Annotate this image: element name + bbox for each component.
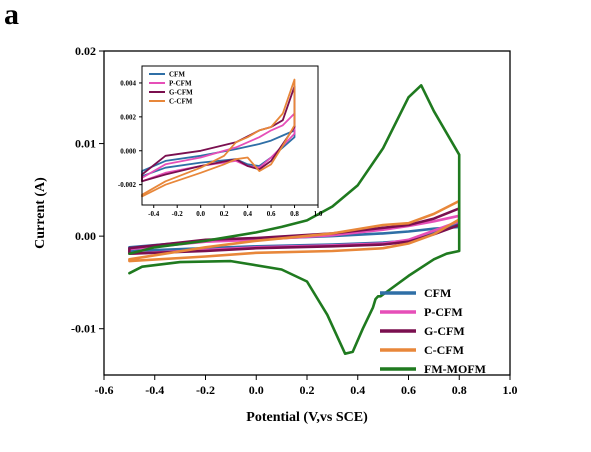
inset-x-tick-label: 0.8 bbox=[290, 210, 299, 218]
series-line-fm-mofm bbox=[128, 84, 461, 356]
y-tick-label: -0.01 bbox=[71, 322, 96, 336]
inset-y-tick-label: 0.002 bbox=[120, 113, 136, 121]
inset-x-tick-label: 0.2 bbox=[220, 210, 229, 218]
inset-series-line-c-cfm bbox=[141, 78, 296, 198]
inset-x-tick-label: 0.0 bbox=[196, 210, 205, 218]
y-tick-label: 0.01 bbox=[75, 137, 96, 151]
inset-x-tick-label: 0.4 bbox=[243, 210, 252, 218]
chart-group: -0.6 -0.4 -0.2 0.0 0.2 0.4 0.6 0.8 1.0-0.010.000… bbox=[33, 44, 518, 425]
panel-label: a bbox=[4, 0, 19, 31]
inset-y-tick-label: -0.002 bbox=[118, 181, 137, 189]
legend-label-cfm: CFM bbox=[424, 286, 451, 300]
x-axis-title: Potential (V,vs SCE) bbox=[246, 410, 368, 425]
x-tick-label: 0.0 bbox=[249, 383, 264, 397]
x-tick-label: 0.2 bbox=[300, 383, 315, 397]
inset-legend-label-p-cfm: P-CFM bbox=[169, 80, 192, 88]
inset-plot-frame bbox=[141, 65, 319, 206]
x-tick-label: -0.2 bbox=[196, 383, 215, 397]
x-tick-label: 1.0 bbox=[503, 383, 518, 397]
inset-y-tick-label: 0.000 bbox=[120, 147, 136, 155]
y-tick-label: 0.02 bbox=[75, 44, 96, 58]
inset-legend-label-g-cfm: G-CFM bbox=[169, 89, 193, 97]
inset-x-tick-label: 1.0 bbox=[314, 210, 323, 218]
legend-label-fm-mofm: FM-MOFM bbox=[424, 362, 486, 376]
y-tick-label: 0.00 bbox=[75, 229, 96, 243]
x-tick-label: -0.4 bbox=[145, 383, 164, 397]
legend-label-c-cfm: C-CFM bbox=[424, 343, 464, 357]
inset-legend-label-c-cfm: C-CFM bbox=[169, 98, 193, 106]
legend-label-p-cfm: P-CFM bbox=[424, 305, 463, 319]
x-tick-label: 0.4 bbox=[350, 383, 365, 397]
inset-y-tick-label: 0.004 bbox=[120, 79, 136, 87]
inset-x-tick-label: -0.4 bbox=[148, 210, 160, 218]
inset-x-tick-label: -0.2 bbox=[172, 210, 184, 218]
legend-label-g-cfm: G-CFM bbox=[424, 324, 465, 338]
x-tick-label: 0.6 bbox=[401, 383, 416, 397]
inset-x-tick-label: 0.6 bbox=[267, 210, 276, 218]
x-tick-label: 0.8 bbox=[452, 383, 467, 397]
inset-chart-group: -0.4 -0.2 0.0 0.2 0.4 0.6 0.8 1.0 -0.002 0.000 0.0… bbox=[118, 65, 323, 218]
x-tick-label: -0.6 bbox=[95, 383, 114, 397]
y-axis-title: Current (A) bbox=[33, 177, 48, 249]
inset-legend-label-cfm: CFM bbox=[169, 71, 185, 79]
